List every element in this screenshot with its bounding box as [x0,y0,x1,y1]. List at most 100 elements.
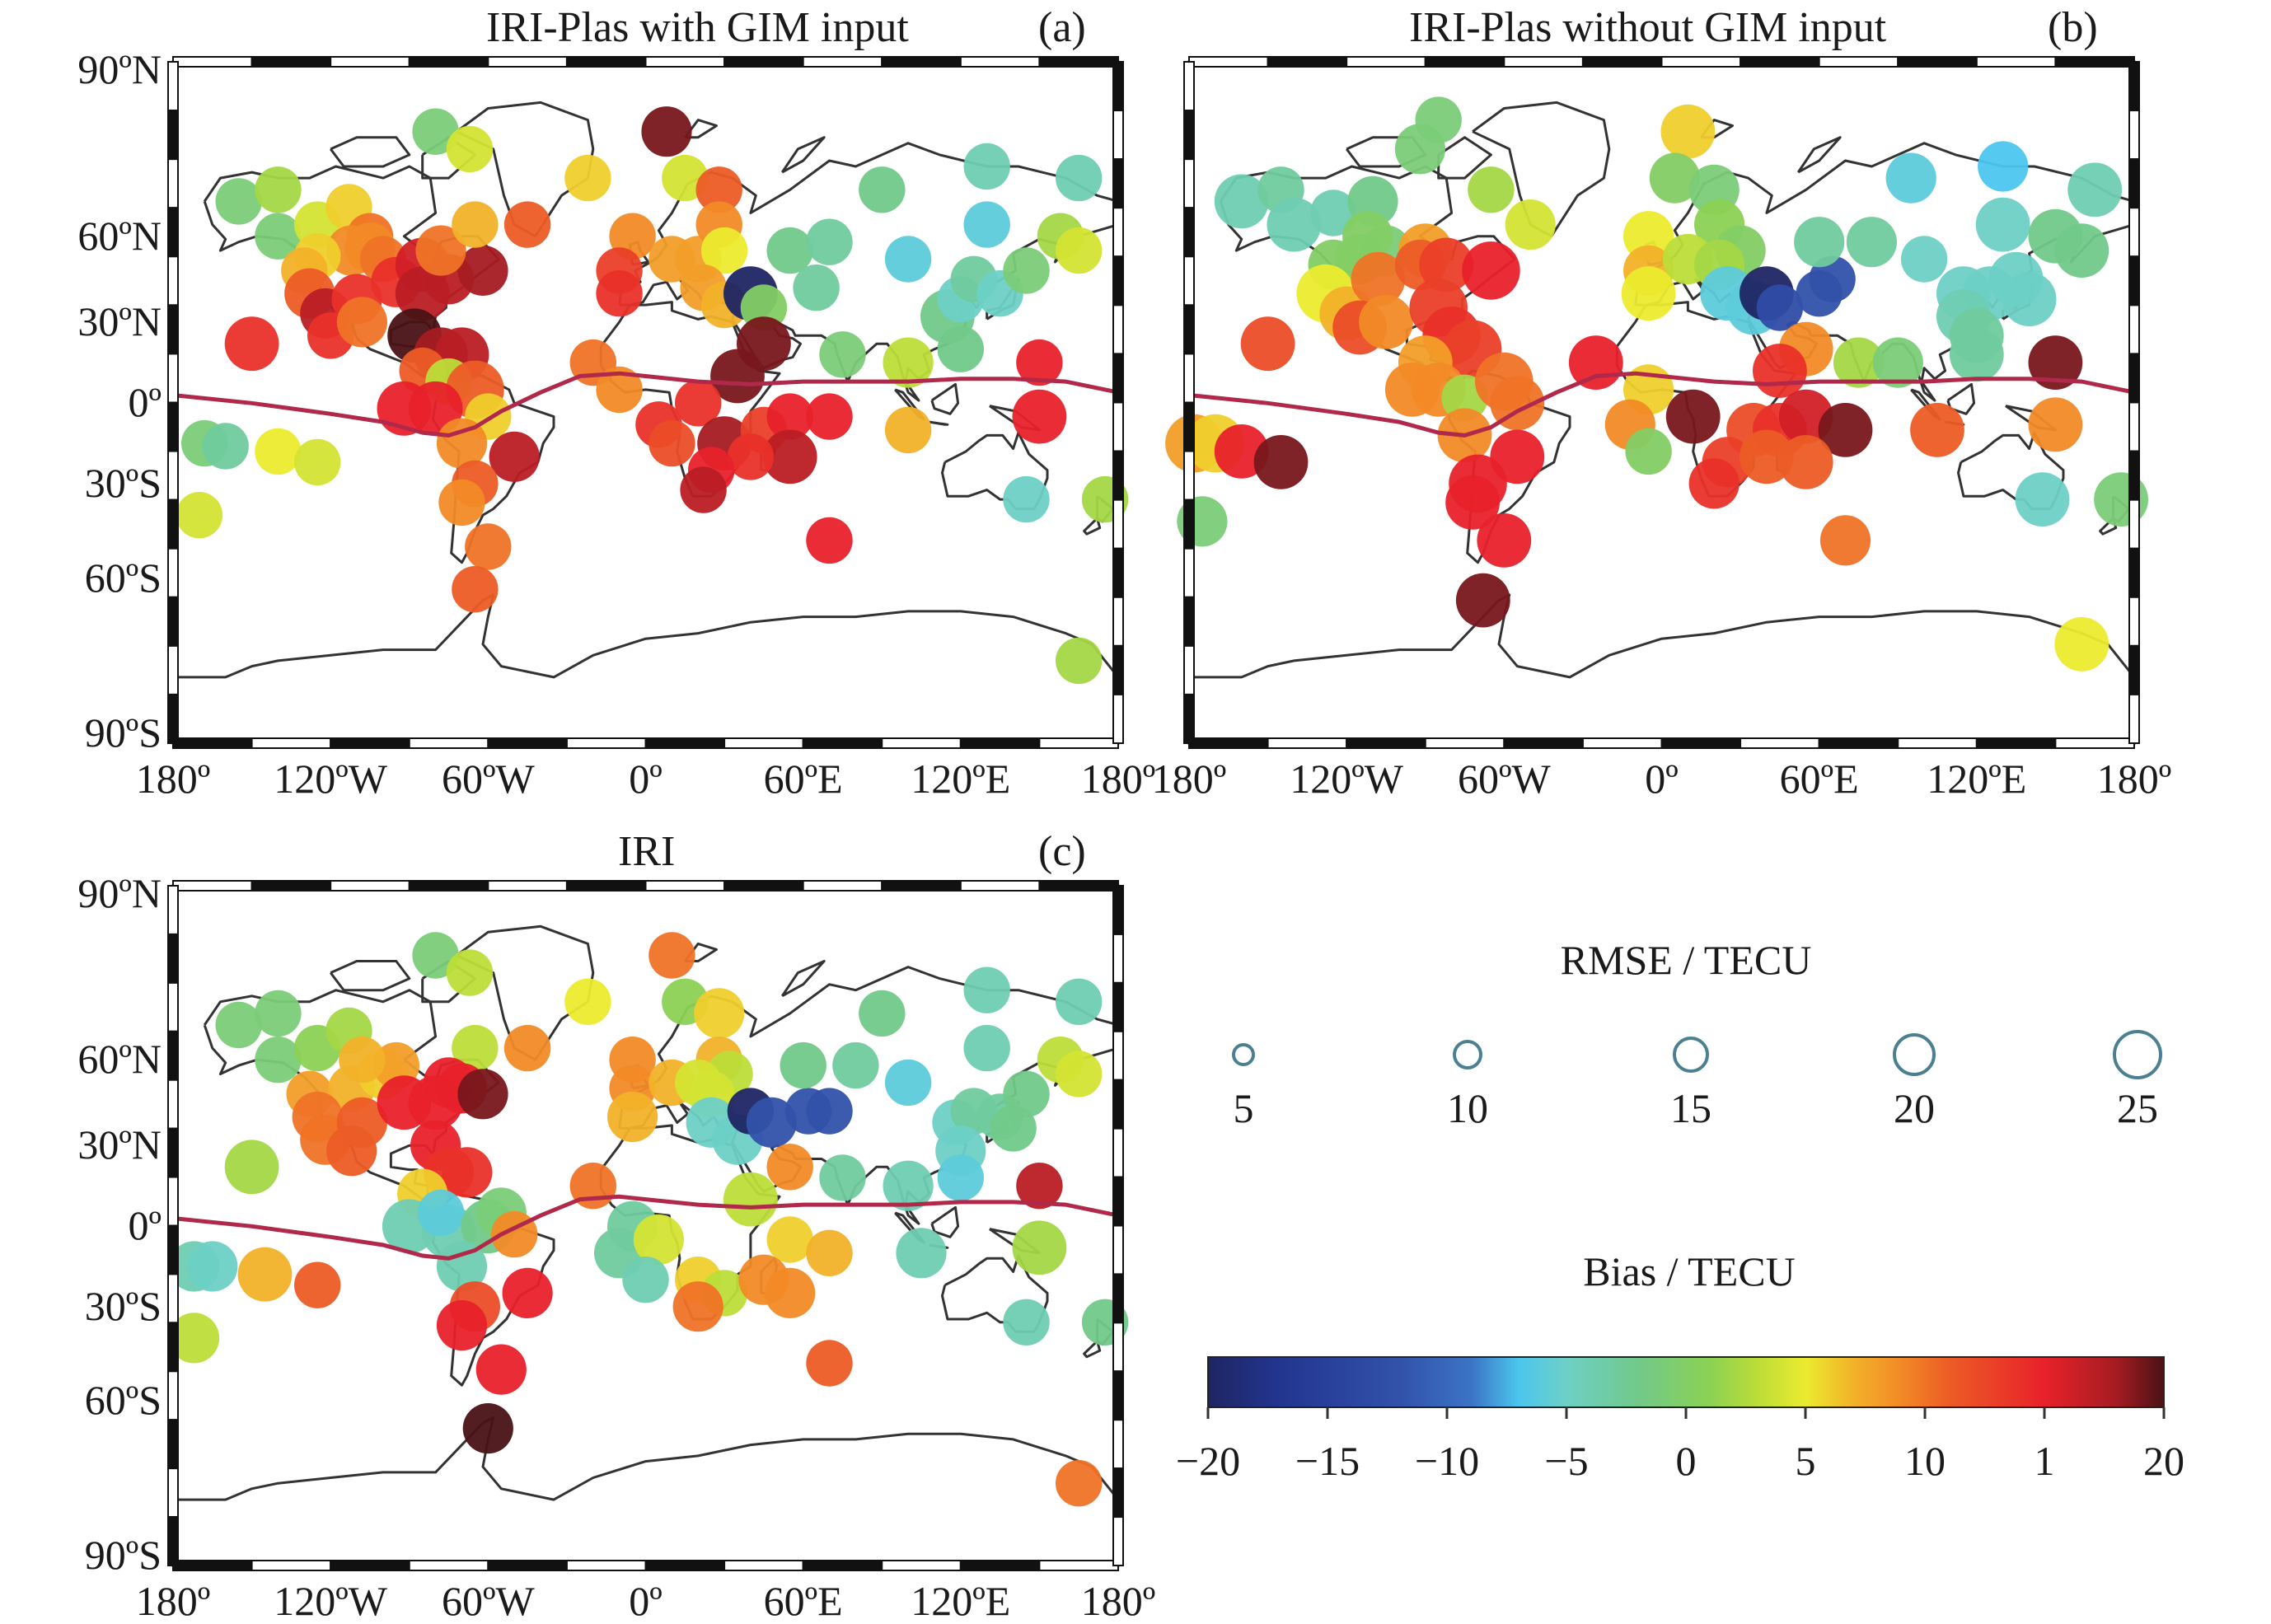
colorbar-tick-label: 1 [2034,1438,2055,1484]
station-point [2028,335,2083,390]
colorbar-tick-label: −15 [1295,1438,1360,1484]
station-point [1016,339,1063,386]
coastline [930,1205,960,1238]
colorbar-tick-label: 5 [1795,1438,1816,1484]
station-point [1012,389,1067,444]
x-tick-label: 60ºE [763,1578,843,1624]
station-point [1625,428,1672,475]
station-point [746,1097,798,1148]
station-point [446,949,494,996]
station-point [806,393,853,440]
station-point [1477,513,1532,568]
station-point [1660,104,1716,159]
station-point [442,1147,493,1198]
station-point [1833,337,1885,388]
station-point [255,428,302,475]
station-point [1978,141,2029,192]
station-point [202,423,249,470]
station-point [237,1247,293,1302]
x-tick-label: 60ºE [1779,756,1859,802]
station-point [1240,316,1295,372]
station-point [462,1403,513,1454]
station-point [1818,403,1873,457]
station-point [695,166,742,213]
station-point [819,1154,866,1201]
station-point [1621,266,1676,321]
colorbar-tick-label: 10 [1904,1438,1946,1484]
coastline [929,420,949,426]
x-tick-label: 120ºW [1290,756,1404,802]
station-point [465,523,512,570]
station-point [436,1300,488,1351]
station-point [1778,435,1833,489]
station-point [224,316,279,372]
station-point [503,201,551,248]
y-tick-label: 60ºS [84,1377,162,1424]
station-point [1649,152,1700,204]
colorbar-tick-label: −5 [1544,1438,1589,1484]
y-tick-label: 0º [128,1202,162,1249]
coastline [1437,136,1492,180]
station-point [255,990,302,1037]
station-point [596,366,643,414]
station-point [1910,403,1964,457]
station-point [452,201,499,248]
station-point [1445,475,1500,530]
station-point [883,1160,934,1211]
station-point [1359,295,1413,349]
x-tick-label: 180º [135,756,211,802]
station-point [336,297,387,348]
rmse-size-circle [1893,1033,1936,1076]
magnetic-equator-line [1188,371,2135,438]
station-point [806,1340,853,1387]
station-point [224,1140,279,1195]
station-point [883,337,934,388]
y-tick-label: 30ºN [77,1121,162,1168]
x-tick-label: 0º [1645,756,1679,802]
station-point [727,433,775,480]
colorbar-tick-label: 20 [2143,1438,2184,1484]
rmse-size-label: 10 [1447,1085,1488,1131]
station-point [963,201,1010,248]
station-point [723,1172,778,1227]
station-point [1885,152,1936,204]
coastline [684,119,718,139]
y-tick-label: 90ºS [84,1532,162,1578]
station-point [1012,1220,1067,1275]
coastline [930,382,960,415]
rmse-size-label: 20 [1894,1085,1935,1131]
y-tick-label: 60ºN [77,212,162,259]
y-tick-label: 60ºS [84,554,162,601]
station-point [2054,617,2109,672]
station-point [294,1261,341,1308]
rmse-size-label: 15 [1670,1085,1711,1131]
station-point [1056,227,1103,274]
station-point [1462,241,1520,300]
station-point [255,213,302,260]
station-point [884,1059,932,1107]
station-point [255,1037,302,1083]
station-point [1688,458,1740,509]
station-point [700,227,748,274]
station-point [1003,475,1050,523]
y-tick-label: 90ºN [77,870,162,916]
coastline [330,136,411,168]
coastline [330,960,411,992]
station-point [1819,515,1871,566]
y-tick-label: 90ºS [84,709,162,756]
station-point [622,1257,669,1303]
station-point [896,1228,947,1279]
station-point [765,1267,816,1318]
panel-c-title: IRI [618,828,676,875]
station-point [564,978,611,1026]
colorbar-tick-label: −20 [1175,1438,1241,1484]
station-point [215,178,262,225]
stations [168,932,1129,1507]
station-point [1056,978,1103,1026]
coastline [1083,1340,1102,1359]
y-tick-label: 30ºS [84,459,162,506]
x-tick-label: 180º [1080,1578,1156,1624]
x-tick-label: 60ºE [763,756,843,802]
station-point [766,1144,813,1191]
